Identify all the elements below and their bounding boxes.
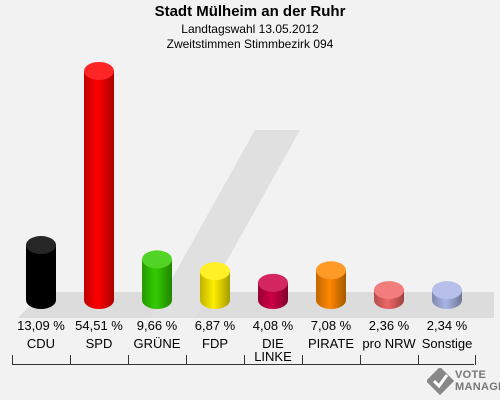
bar-pirate	[316, 270, 346, 309]
bar-top-spd	[84, 62, 114, 80]
x-axis-line	[12, 364, 474, 365]
value-label: 4,08 %	[252, 318, 294, 333]
category-label: Sonstige	[421, 336, 473, 351]
axis-tick	[418, 355, 419, 365]
category-label: GRÜNE	[133, 336, 181, 351]
axis-tick	[360, 355, 361, 365]
chart-subtitle-election: Landtagswahl 13.05.2012	[181, 22, 319, 36]
bar-top-grüne	[142, 250, 172, 269]
axis-tick	[475, 355, 476, 365]
axis-tick	[186, 355, 187, 365]
bar-top-pro-nrw	[374, 281, 404, 300]
chart-subtitle-district: Zweitstimmen Stimmbezirk 094	[166, 37, 334, 51]
value-label: 7,08 %	[310, 318, 352, 333]
bar-grüne	[142, 259, 172, 309]
value-label: 6,87 %	[194, 318, 236, 333]
chart-title: Stadt Mülheim an der Ruhr	[154, 3, 346, 20]
category-label: CDU	[26, 336, 56, 351]
backdrop-stripe	[150, 130, 300, 318]
axis-tick	[70, 355, 71, 365]
value-label: 54,51 %	[75, 318, 123, 333]
bar-top-fdp	[200, 262, 230, 281]
bar-top-die-linke	[258, 273, 288, 292]
bar-top-pirate	[316, 261, 346, 280]
bar-top-sonstige	[432, 281, 462, 300]
bar-cdu	[26, 245, 56, 309]
value-label: 13,09 %	[17, 318, 65, 333]
axis-tick	[244, 355, 245, 365]
value-label: 2,34 %	[426, 318, 468, 333]
logo-check-icon	[427, 368, 455, 396]
axis-tick	[12, 355, 13, 365]
chart-titles: Stadt Mülheim an der Ruhr Landtagswahl 1…	[0, 2, 500, 52]
bar-spd	[84, 71, 114, 309]
bar-top-cdu	[26, 236, 56, 255]
value-label: 9,66 %	[136, 318, 178, 333]
bar-fdp	[200, 271, 230, 309]
value-label: 2,36 %	[368, 318, 410, 333]
category-label: DIE LINKE	[254, 336, 292, 364]
vote-manager-logo: VOTE MANAGER	[425, 364, 500, 400]
axis-tick	[302, 355, 303, 365]
category-label: pro NRW	[362, 336, 416, 351]
category-label: PIRATE	[308, 336, 354, 351]
category-label: FDP	[202, 336, 228, 351]
logo-text-vote: VOTE	[455, 369, 487, 381]
category-label: SPD	[85, 336, 113, 351]
logo-text-manager: MANAGER	[455, 381, 500, 393]
axis-tick	[128, 355, 129, 365]
